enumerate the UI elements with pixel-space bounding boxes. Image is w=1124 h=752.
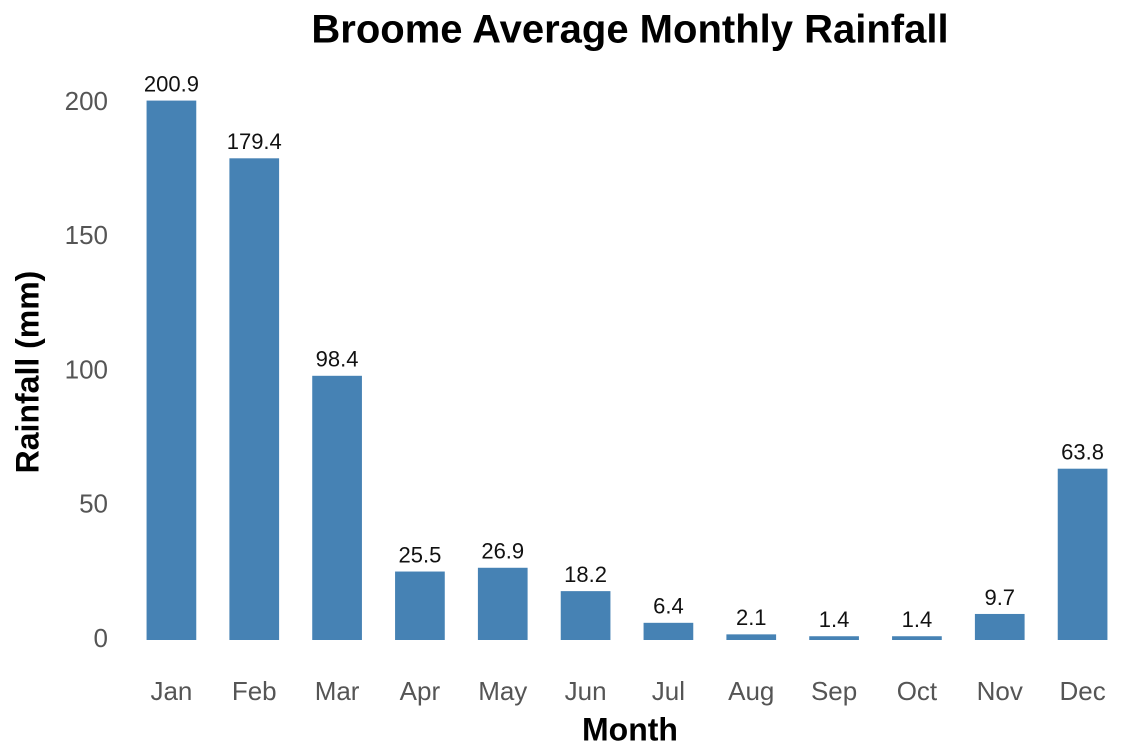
bar — [477, 567, 528, 640]
bar — [229, 158, 280, 640]
value-label: 98.4 — [316, 347, 359, 372]
bar — [560, 591, 611, 640]
x-axis-label: Month — [582, 711, 678, 747]
y-tick-label: 200 — [65, 86, 108, 116]
y-tick-label: 0 — [94, 623, 108, 653]
value-label: 9.7 — [984, 585, 1015, 610]
x-tick-label: Oct — [897, 676, 938, 706]
x-tick-label: Nov — [977, 676, 1023, 706]
value-label: 200.9 — [144, 71, 199, 96]
bar — [643, 622, 694, 640]
value-label: 2.1 — [736, 605, 767, 630]
y-tick-label: 150 — [65, 220, 108, 250]
x-tick-label: Dec — [1059, 676, 1105, 706]
y-axis-label: Rainfall (mm) — [9, 271, 45, 474]
x-tick-label: Aug — [728, 676, 774, 706]
value-label: 179.4 — [227, 129, 282, 154]
value-label: 1.4 — [902, 607, 933, 632]
bar — [395, 571, 445, 640]
x-tick-label: Apr — [400, 676, 441, 706]
x-tick-label: Jul — [652, 676, 685, 706]
bar — [809, 636, 859, 640]
value-label: 63.8 — [1061, 440, 1104, 465]
value-label: 1.4 — [819, 607, 850, 632]
y-tick-label: 50 — [79, 489, 108, 519]
bar — [1057, 468, 1108, 640]
bar — [974, 613, 1025, 640]
bar — [892, 636, 942, 640]
y-tick-label: 100 — [65, 354, 108, 384]
value-label: 25.5 — [399, 542, 442, 567]
x-tick-label: Jan — [150, 676, 192, 706]
x-tick-label: Sep — [811, 676, 857, 706]
x-tick-label: May — [478, 676, 527, 706]
x-tick-label: Feb — [232, 676, 277, 706]
value-label: 6.4 — [653, 594, 684, 619]
bar — [146, 100, 197, 640]
bar — [312, 375, 362, 640]
x-tick-label: Mar — [315, 676, 360, 706]
value-label: 26.9 — [481, 539, 524, 564]
bar — [726, 634, 777, 640]
chart-title: Broome Average Monthly Rainfall — [311, 8, 948, 52]
x-tick-label: Jun — [565, 676, 607, 706]
value-label: 18.2 — [564, 562, 607, 587]
